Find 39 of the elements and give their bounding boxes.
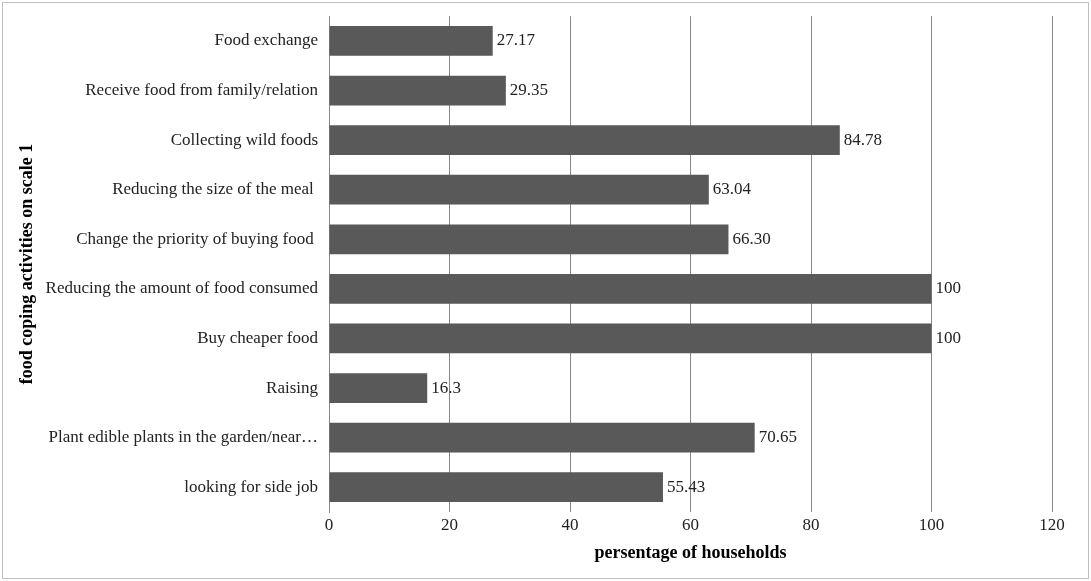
data-label: 100	[935, 327, 961, 347]
y-tick-label: Reducing the amount of food consumed	[45, 278, 319, 298]
x-tick-label: 100	[918, 514, 945, 534]
data-label: 66.30	[732, 228, 771, 248]
data-label: 84.78	[843, 129, 883, 149]
y-tick-label: Buy cheaper food	[197, 327, 319, 347]
y-tick-label: Reducing the size of the meal	[112, 179, 319, 199]
y-axis-title: food coping activities on scale 1	[16, 143, 37, 385]
y-tick-label: Raising	[266, 377, 319, 397]
bar	[329, 75, 506, 106]
x-tick-label: 20	[441, 514, 459, 534]
data-label: 27.17	[496, 30, 536, 50]
y-tick-label: Collecting wild foods	[170, 129, 319, 149]
x-tick-label: 0	[324, 514, 334, 534]
data-label: 70.65	[758, 427, 797, 447]
data-label: 100	[935, 278, 961, 298]
bar	[329, 125, 840, 156]
bar	[329, 373, 428, 403]
x-tick-label: 40	[561, 514, 579, 534]
bar	[329, 274, 932, 304]
bar	[329, 422, 755, 453]
x-axis-title: persentage of households	[594, 541, 787, 562]
bar	[329, 174, 709, 205]
x-tick-label: 80	[802, 514, 820, 534]
y-tick-label: Change the priority of buying food	[76, 228, 319, 248]
y-tick-label: Receive food from family/relation	[85, 80, 319, 100]
x-tick-label: 120	[1039, 514, 1065, 534]
data-label: 63.04	[712, 179, 752, 199]
y-tick-label: Plant edible plants in the garden/near…	[48, 427, 319, 447]
y-tick-label: Food exchange	[214, 30, 319, 50]
data-label: 16.3	[431, 377, 461, 397]
bar	[329, 224, 729, 255]
bar	[329, 26, 493, 56]
bar	[329, 323, 932, 354]
x-tick-label: 60	[682, 514, 700, 534]
data-label: 55.43	[666, 476, 706, 496]
bar	[329, 472, 663, 503]
data-label: 29.35	[509, 80, 549, 100]
y-tick-label: looking for side job	[184, 476, 319, 496]
